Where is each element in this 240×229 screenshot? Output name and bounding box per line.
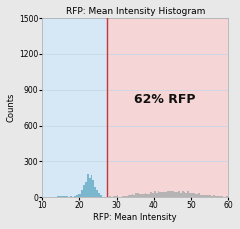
Bar bbox=[63, 196, 65, 197]
Bar bbox=[130, 195, 132, 197]
Bar bbox=[176, 192, 178, 197]
Bar bbox=[195, 194, 197, 197]
Bar bbox=[146, 194, 148, 197]
Bar bbox=[178, 191, 180, 197]
Bar bbox=[157, 191, 159, 197]
Bar bbox=[70, 196, 72, 197]
Bar bbox=[187, 191, 189, 197]
Bar bbox=[135, 193, 137, 197]
Bar bbox=[144, 193, 146, 197]
Bar bbox=[117, 195, 119, 197]
Y-axis label: Counts: Counts bbox=[7, 93, 16, 122]
Bar bbox=[150, 192, 152, 197]
Bar bbox=[137, 194, 139, 197]
Bar bbox=[202, 195, 204, 197]
Bar bbox=[174, 192, 176, 197]
Bar bbox=[141, 194, 143, 197]
Bar bbox=[191, 193, 193, 197]
Bar bbox=[210, 195, 211, 197]
Bar bbox=[208, 195, 210, 197]
Bar bbox=[159, 192, 161, 197]
Bar bbox=[89, 178, 91, 197]
Bar bbox=[154, 191, 156, 197]
Bar bbox=[59, 196, 61, 197]
Bar bbox=[42, 18, 107, 197]
Bar bbox=[66, 196, 68, 197]
Bar bbox=[122, 196, 124, 197]
Bar bbox=[180, 193, 182, 197]
Bar bbox=[107, 18, 228, 197]
Bar bbox=[98, 194, 100, 197]
Bar bbox=[126, 196, 128, 197]
Bar bbox=[200, 195, 202, 197]
Bar bbox=[113, 196, 115, 197]
Bar bbox=[65, 196, 66, 197]
Bar bbox=[109, 196, 111, 197]
Bar bbox=[217, 196, 219, 197]
Text: 62% RFP: 62% RFP bbox=[134, 93, 196, 106]
Bar bbox=[128, 195, 130, 197]
Bar bbox=[132, 194, 133, 197]
Bar bbox=[186, 193, 187, 197]
Bar bbox=[143, 194, 144, 197]
Bar bbox=[54, 196, 55, 197]
Bar bbox=[76, 195, 78, 197]
Bar bbox=[172, 191, 174, 197]
Bar bbox=[198, 193, 200, 197]
Bar bbox=[96, 190, 98, 197]
Bar bbox=[189, 193, 191, 197]
Bar bbox=[169, 191, 171, 197]
Bar bbox=[94, 187, 96, 197]
Bar bbox=[87, 174, 89, 197]
Bar bbox=[57, 196, 59, 197]
Bar bbox=[85, 182, 87, 197]
Bar bbox=[78, 194, 79, 197]
Bar bbox=[171, 191, 172, 197]
Bar bbox=[139, 194, 141, 197]
Bar bbox=[219, 196, 221, 197]
Bar bbox=[215, 196, 217, 197]
Bar bbox=[79, 194, 81, 197]
Bar bbox=[221, 196, 223, 197]
Bar bbox=[148, 194, 150, 197]
Bar bbox=[156, 193, 157, 197]
Bar bbox=[91, 175, 92, 197]
Bar bbox=[206, 195, 208, 197]
Bar bbox=[184, 192, 186, 197]
Bar bbox=[102, 196, 104, 197]
Bar bbox=[197, 194, 198, 197]
Bar bbox=[161, 192, 163, 197]
Bar bbox=[152, 193, 154, 197]
X-axis label: RFP: Mean Intensity: RFP: Mean Intensity bbox=[93, 213, 177, 222]
Bar bbox=[83, 185, 85, 197]
Bar bbox=[92, 180, 94, 197]
Bar bbox=[226, 196, 228, 197]
Bar bbox=[100, 195, 102, 197]
Bar bbox=[165, 192, 167, 197]
Bar bbox=[182, 191, 184, 197]
Bar bbox=[133, 195, 135, 197]
Bar bbox=[115, 196, 117, 197]
Bar bbox=[74, 196, 76, 197]
Bar bbox=[61, 196, 63, 197]
Bar bbox=[213, 195, 215, 197]
Bar bbox=[111, 196, 113, 197]
Title: RFP: Mean Intensity Histogram: RFP: Mean Intensity Histogram bbox=[66, 7, 205, 16]
Bar bbox=[163, 192, 165, 197]
Bar bbox=[193, 194, 195, 197]
Bar bbox=[120, 196, 122, 197]
Bar bbox=[167, 191, 169, 197]
Bar bbox=[124, 196, 126, 197]
Bar bbox=[81, 190, 83, 197]
Bar bbox=[211, 196, 213, 197]
Bar bbox=[204, 195, 206, 197]
